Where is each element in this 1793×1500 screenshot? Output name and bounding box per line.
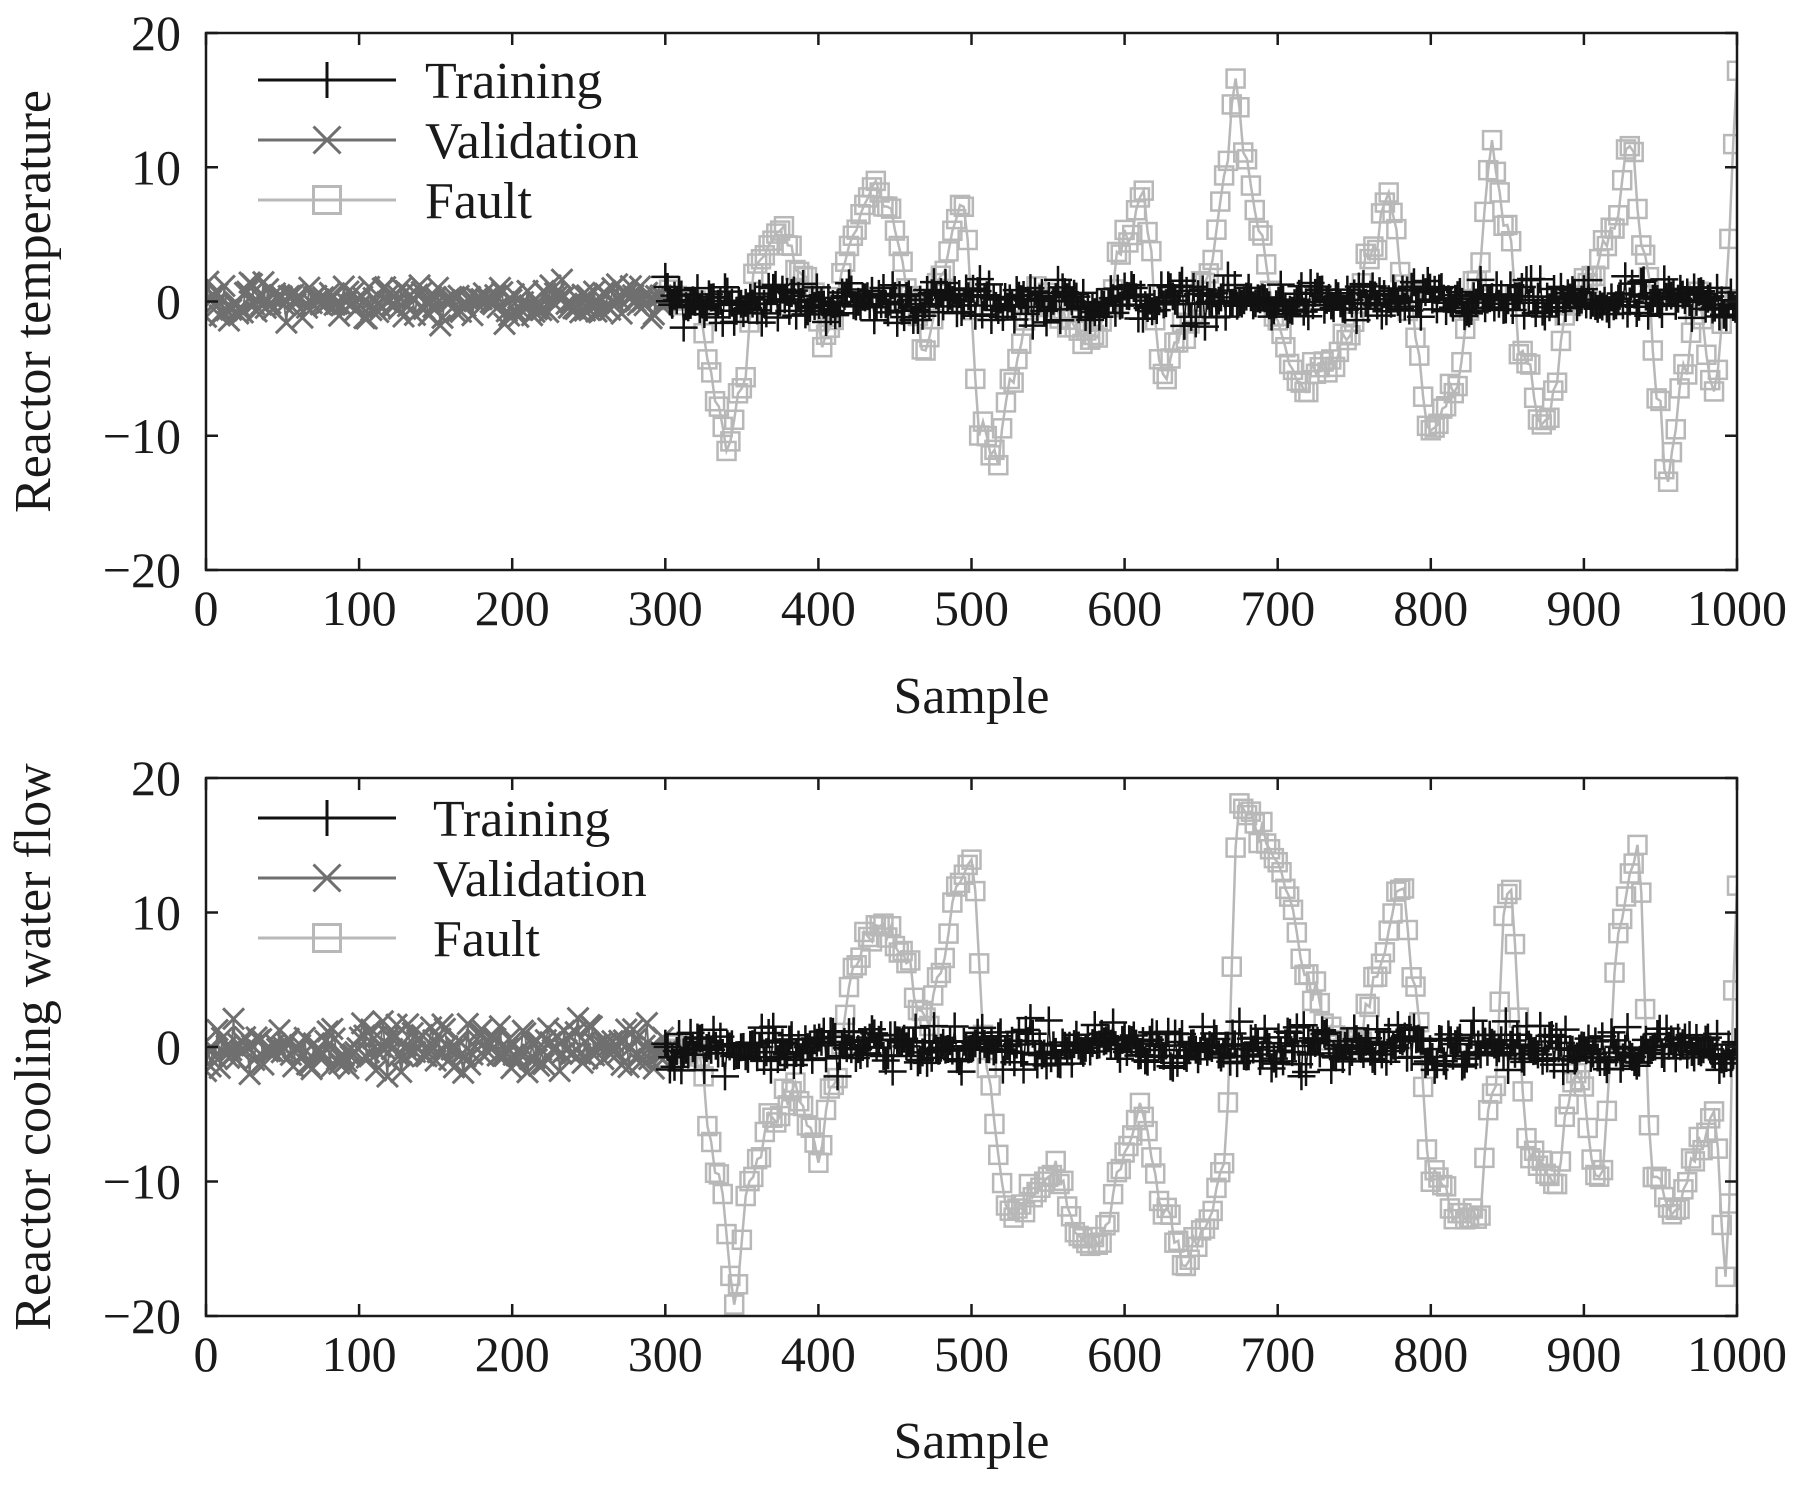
legend-marker — [309, 62, 345, 98]
y-tick-label: −10 — [103, 408, 181, 464]
x-axis-label: Sample — [894, 1413, 1050, 1470]
legend-item-training: Training — [258, 53, 602, 110]
legend-label: Validation — [425, 113, 639, 170]
x-tick-label: 200 — [475, 1326, 550, 1382]
legend-label: Fault — [433, 911, 540, 968]
legend-label: Fault — [425, 173, 532, 230]
x-tick-label: 800 — [1393, 1326, 1468, 1382]
series-fault — [656, 62, 1746, 491]
x-tick-label: 600 — [1087, 1326, 1162, 1382]
y-tick-label: −20 — [103, 1288, 181, 1344]
fault-line — [665, 71, 1737, 482]
x-tick-label: 900 — [1546, 580, 1621, 636]
x-tick-label: 0 — [194, 580, 219, 636]
legend-item-validation: Validation — [258, 113, 639, 170]
y-tick-label: 0 — [156, 274, 181, 330]
y-tick-label: 20 — [131, 750, 181, 806]
x-tick-label: 900 — [1546, 1326, 1621, 1382]
y-tick-label: −10 — [103, 1154, 181, 1210]
legend-item-training: Training — [258, 791, 610, 848]
x-tick-label: 100 — [322, 1326, 397, 1382]
x-tick-label: 1000 — [1687, 580, 1787, 636]
legend-label: Validation — [433, 851, 647, 908]
x-tick-label: 500 — [934, 580, 1009, 636]
x-tick-label: 800 — [1393, 580, 1468, 636]
y-tick-label: 10 — [131, 885, 181, 941]
y-tick-label: 0 — [156, 1019, 181, 1075]
x-tick-label: 600 — [1087, 580, 1162, 636]
x-tick-label: 300 — [628, 1326, 703, 1382]
y-axis-label: Reactor temperature — [5, 90, 62, 513]
legend-label: Training — [425, 53, 602, 110]
x-tick-label: 500 — [934, 1326, 1009, 1382]
y-tick-label: 20 — [131, 5, 181, 61]
series-validation — [196, 1008, 676, 1087]
training-point — [1016, 1004, 1044, 1032]
x-tick-label: 700 — [1240, 1326, 1315, 1382]
x-tick-label: 0 — [194, 1326, 219, 1382]
y-tick-label: 10 — [131, 139, 181, 195]
series-validation — [196, 269, 676, 336]
y-tick-label: −20 — [103, 542, 181, 598]
legend-item-fault: Fault — [258, 173, 532, 230]
x-tick-label: 1000 — [1687, 1326, 1787, 1382]
x-tick-label: 700 — [1240, 580, 1315, 636]
y-axis-label: Reactor cooling water flow — [5, 763, 62, 1331]
legend-marker — [309, 800, 345, 836]
data-layer — [196, 794, 1750, 1313]
legend-label: Training — [433, 791, 610, 848]
legend-item-fault: Fault — [258, 911, 540, 968]
x-tick-label: 300 — [628, 580, 703, 636]
x-tick-label: 400 — [781, 1326, 856, 1382]
training-point — [764, 304, 792, 332]
x-tick-label: 100 — [322, 580, 397, 636]
legend-item-validation: Validation — [258, 851, 647, 908]
x-tick-label: 400 — [781, 580, 856, 636]
x-axis-label: Sample — [894, 668, 1050, 725]
x-tick-label: 200 — [475, 580, 550, 636]
